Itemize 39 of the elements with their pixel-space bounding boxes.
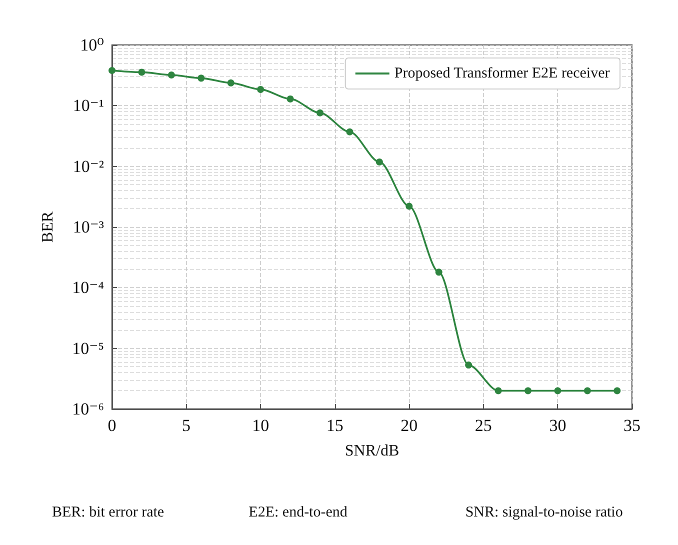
x-tick-label: 5 [182, 416, 191, 435]
x-tick-label: 25 [474, 416, 492, 435]
y-tick-label: 10⁻³ [72, 218, 104, 236]
point [376, 158, 383, 166]
x-tick-label: 0 [108, 416, 116, 435]
point [584, 387, 591, 394]
point [494, 387, 502, 394]
point [435, 268, 442, 276]
legend-label: Proposed Transformer E2E receiver [394, 66, 610, 82]
point [108, 66, 116, 74]
x-tick-label: 35 [624, 416, 640, 435]
point [227, 79, 234, 86]
point [406, 202, 413, 210]
point [286, 95, 294, 102]
text: E2E: end-to-end [248, 504, 348, 520]
point [168, 72, 175, 79]
x-tick-label: 20 [400, 416, 418, 435]
x-tick-label: 10 [252, 416, 270, 435]
y-tick-label: 10⁻⁴ [72, 278, 104, 298]
y-tick-label: 10⁻² [72, 156, 104, 176]
y-tick-label: 10⁰ [80, 36, 104, 54]
text: BER: bit error rate [52, 504, 164, 520]
x-axis-title: SNR/dB [344, 442, 400, 460]
x-tick-label: 30 [549, 416, 566, 435]
point [614, 387, 621, 394]
y-tick-label: 10⁻⁶ [72, 400, 104, 418]
point [554, 387, 562, 394]
point [198, 74, 205, 82]
point [465, 362, 472, 369]
y-tick-label: 10⁻⁵ [72, 338, 104, 358]
y-tick-label: 10⁻¹ [72, 96, 104, 116]
point [524, 387, 532, 394]
text: SNR: signal-to-noise ratio [465, 504, 623, 520]
point [316, 109, 324, 116]
y-axis-title: BER [40, 211, 56, 243]
point [346, 128, 354, 136]
x-tick-label: 15 [326, 416, 344, 435]
point [138, 68, 146, 76]
point [257, 86, 264, 93]
